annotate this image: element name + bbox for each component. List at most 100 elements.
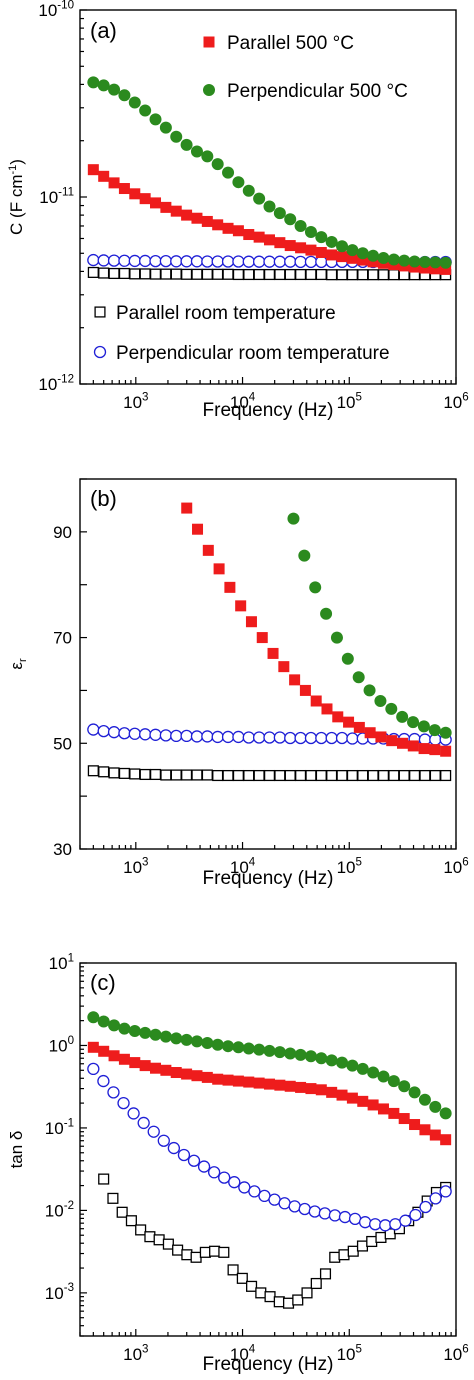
y-axis-label-main: C (F cm — [7, 175, 26, 235]
x-tick-label-exp: 5 — [356, 391, 362, 403]
data-point — [98, 170, 110, 182]
data-point — [329, 1251, 341, 1263]
data-point — [377, 251, 390, 264]
data-point — [222, 1040, 235, 1053]
data-point — [332, 711, 344, 723]
data-point — [298, 1202, 311, 1216]
data-point — [108, 1050, 120, 1062]
data-point — [242, 184, 255, 197]
data-point — [98, 1173, 110, 1185]
data-point — [97, 1074, 110, 1088]
data-point — [107, 1086, 120, 1099]
data-point — [118, 183, 130, 195]
data-point — [326, 1086, 338, 1098]
data-point — [149, 268, 162, 280]
data-point — [386, 735, 398, 747]
data-point — [439, 1107, 452, 1120]
data-point — [284, 1047, 297, 1060]
data-point — [87, 1041, 99, 1053]
data-point — [284, 1080, 296, 1092]
y-tick-label: 10-2 — [45, 1200, 74, 1221]
x-tick-label-base: 10 — [337, 393, 356, 412]
x-tick-label: 103 — [123, 391, 148, 412]
data-point — [264, 1291, 276, 1303]
data-point — [263, 234, 275, 246]
data-point — [319, 1268, 332, 1280]
data-point — [197, 1160, 211, 1173]
data-point — [439, 1185, 452, 1198]
legend-marker — [93, 345, 107, 359]
x-tick-label-exp: 5 — [356, 1343, 362, 1355]
x-tick-label: 106 — [443, 1343, 468, 1364]
data-point — [315, 246, 327, 258]
data-point — [190, 1251, 202, 1263]
data-point — [274, 1079, 286, 1091]
y-tick-label: 50 — [53, 734, 72, 753]
data-point — [310, 1277, 322, 1290]
data-point — [199, 1246, 211, 1258]
data-point — [212, 219, 224, 231]
x-tick-label-base: 10 — [230, 1345, 249, 1364]
data-point — [139, 193, 151, 205]
data-point — [375, 731, 387, 743]
x-tick-label-exp: 6 — [462, 391, 468, 403]
data-point — [284, 769, 296, 782]
data-point — [304, 225, 317, 238]
data-point — [159, 729, 173, 742]
data-point — [347, 1245, 359, 1257]
data-point — [187, 1154, 201, 1167]
data-point — [201, 255, 214, 268]
series-parallel-500-c — [181, 502, 452, 757]
data-point — [253, 1077, 265, 1089]
data-point — [409, 1208, 422, 1222]
data-point — [170, 729, 183, 743]
x-tick-label: 105 — [337, 856, 362, 877]
data-point — [160, 1064, 172, 1076]
data-point — [170, 268, 182, 280]
data-point — [385, 702, 398, 715]
data-point — [273, 207, 286, 220]
y-tick-label: 90 — [53, 523, 72, 542]
data-point — [377, 769, 390, 782]
data-point — [326, 769, 338, 782]
x-tick-label: 104 — [230, 1343, 256, 1364]
data-point — [439, 256, 452, 269]
data-point — [274, 268, 286, 281]
data-point — [191, 1070, 203, 1082]
data-point — [181, 769, 193, 781]
x-axis-label: Frequency (Hz) — [203, 868, 334, 889]
data-point — [338, 1249, 350, 1261]
data-point — [315, 1052, 328, 1065]
data-point — [135, 1224, 147, 1236]
data-point — [278, 1197, 291, 1210]
data-point — [343, 716, 355, 728]
data-point — [408, 255, 421, 268]
data-point — [309, 581, 322, 594]
data-point — [212, 268, 224, 280]
data-point — [419, 262, 431, 274]
data-point — [232, 255, 245, 268]
data-point — [128, 254, 141, 268]
data-point — [304, 1050, 317, 1063]
data-point — [304, 731, 318, 745]
data-point — [336, 251, 348, 263]
data-point — [97, 254, 110, 267]
data-point — [253, 192, 266, 205]
data-point — [181, 209, 193, 221]
data-point — [87, 266, 99, 278]
y-tick-label-base: 10 — [38, 375, 57, 394]
series-perpendicular-500-c — [87, 1011, 452, 1120]
x-tick-label-exp: 4 — [249, 856, 256, 868]
data-point — [201, 730, 214, 743]
data-point — [287, 512, 300, 525]
data-point — [273, 1296, 285, 1308]
x-axis-label: Frequency (Hz) — [203, 1354, 334, 1375]
data-point — [336, 1056, 349, 1069]
data-point — [379, 1219, 392, 1232]
series-parallel-room-temperature — [87, 765, 452, 782]
data-point — [222, 222, 234, 234]
data-point — [346, 244, 359, 257]
y-tick-label-exp: 1 — [68, 952, 74, 964]
data-point — [284, 268, 296, 281]
